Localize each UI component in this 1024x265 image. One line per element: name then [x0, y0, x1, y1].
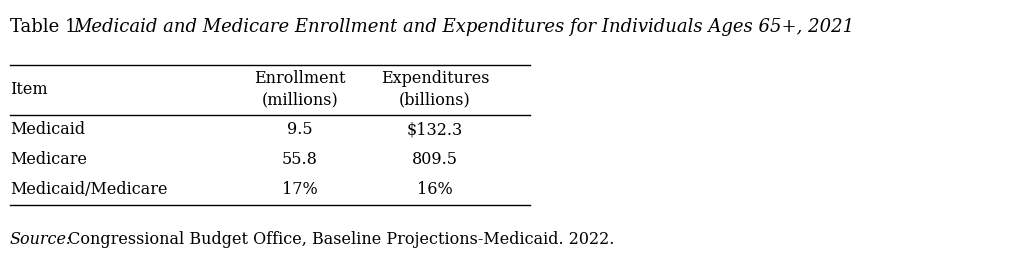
Text: 16%: 16%	[417, 182, 453, 198]
Text: Expenditures
(billions): Expenditures (billions)	[381, 70, 489, 108]
Text: Congressional Budget Office, Baseline Projections-Medicaid. 2022.: Congressional Budget Office, Baseline Pr…	[63, 232, 614, 249]
Text: Medicare: Medicare	[10, 152, 87, 169]
Text: Item: Item	[10, 82, 48, 99]
Text: Medicaid and Medicare Enrollment and Expenditures for Individuals Ages 65+, 2021: Medicaid and Medicare Enrollment and Exp…	[73, 18, 854, 36]
Text: 809.5: 809.5	[412, 152, 458, 169]
Text: Source:: Source:	[10, 232, 73, 249]
Text: Enrollment
(millions): Enrollment (millions)	[254, 70, 346, 108]
Text: Medicaid/Medicare: Medicaid/Medicare	[10, 182, 168, 198]
Text: 55.8: 55.8	[282, 152, 317, 169]
Text: 17%: 17%	[283, 182, 317, 198]
Text: Medicaid: Medicaid	[10, 121, 85, 139]
Text: $132.3: $132.3	[407, 121, 463, 139]
Text: Table 1.: Table 1.	[10, 18, 88, 36]
Text: 9.5: 9.5	[287, 121, 312, 139]
